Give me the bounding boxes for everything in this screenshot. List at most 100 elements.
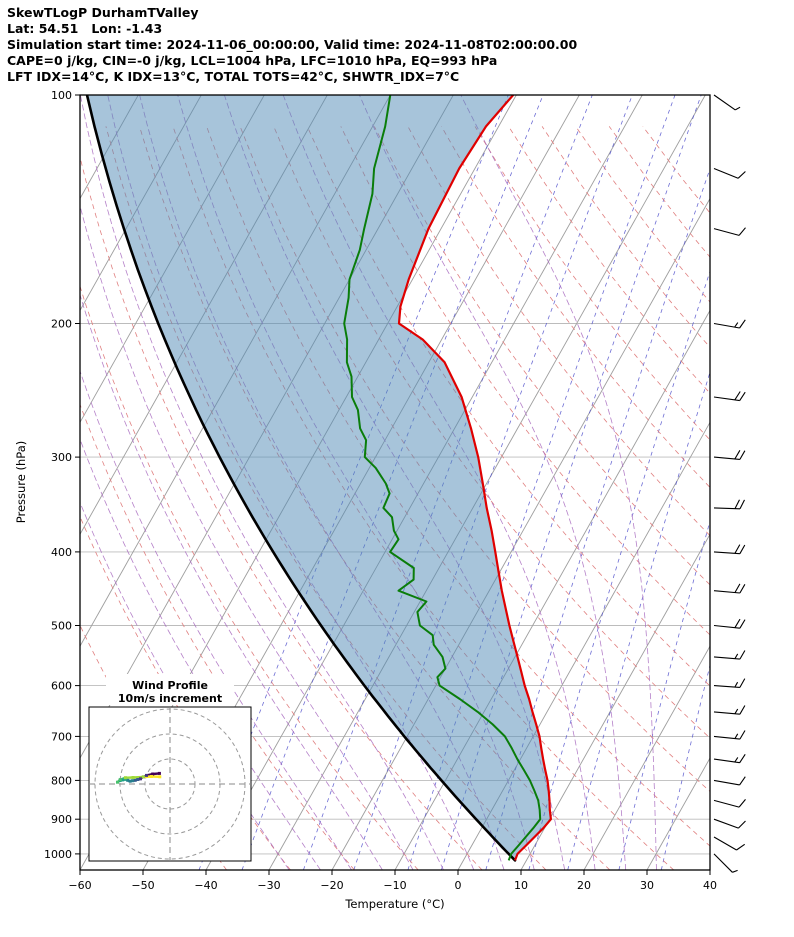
- wind-barb: [713, 319, 746, 329]
- dry-adiabat-line: [206, 126, 710, 847]
- moist-adiabat-line: [460, 95, 657, 870]
- temperature-curve: [397, 95, 552, 861]
- x-axis-label: Temperature (°C): [344, 897, 444, 911]
- dry-adiabat-line: [642, 126, 710, 214]
- dewpoint-curve: [343, 95, 542, 861]
- hodograph-range-ring: [119, 733, 221, 835]
- hodograph-trace-segment: [131, 775, 145, 779]
- wind-barb: [713, 544, 746, 555]
- dry-adiabat-line: [608, 126, 710, 258]
- wind-barb: [713, 450, 746, 460]
- hodograph-point: [157, 771, 161, 775]
- wind-barb: [713, 650, 746, 660]
- x-tick-label: −60: [68, 879, 91, 892]
- isotherm-line: [520, 533, 710, 870]
- y-tick-label: 1000: [44, 848, 72, 861]
- moist-adiabat-line: [80, 95, 444, 870]
- wind-barb: [713, 94, 741, 111]
- wind-barb: [713, 618, 746, 629]
- y-tick-label: 500: [51, 620, 72, 633]
- dry-adiabat-line: [80, 285, 419, 870]
- dry-adiabat-line: [441, 126, 710, 489]
- isotherm-line: [268, 95, 706, 870]
- wind-barb: [713, 227, 746, 236]
- header-station: SkewTLogP DurhamTValley: [7, 5, 199, 20]
- moist-adiabat-line: [80, 501, 290, 870]
- dry-adiabat-line: [306, 126, 710, 687]
- hodograph-point: [128, 779, 132, 783]
- inset-title-backdrop: [106, 674, 234, 705]
- hodograph-point: [116, 780, 119, 784]
- x-tick-label: −50: [131, 879, 154, 892]
- chart-layers: −60 −50 −40 −30 −20 −10 0 10 20 30 40 100 200 300 400 5…: [44, 89, 746, 892]
- hodograph-point: [145, 773, 148, 777]
- y-tick-label: 300: [51, 451, 72, 464]
- dry-adiabat-line: [474, 126, 710, 441]
- x-tick-label: 30: [640, 879, 654, 892]
- x-tick-label: −10: [383, 879, 406, 892]
- wind-barb: [713, 818, 746, 829]
- moist-adiabat-line: [80, 370, 352, 870]
- hodograph-range-ring: [94, 708, 246, 860]
- wind-barb: [713, 799, 746, 808]
- y-tick-label: 100: [51, 89, 72, 102]
- wind-barb: [713, 836, 746, 851]
- mixing-ratio-line: [618, 519, 710, 870]
- axes: −60 −50 −40 −30 −20 −10 0 10 20 30 40 100 200 300 400 5…: [44, 89, 717, 892]
- dry-adiabat-line: [541, 126, 710, 348]
- y-tick-label: 600: [51, 680, 72, 693]
- hodograph-point: [123, 776, 127, 780]
- y-tick-label: 200: [51, 318, 72, 331]
- moist-adiabat-line: [282, 95, 596, 870]
- wind-barb: [713, 753, 746, 764]
- wind-barb: [713, 730, 746, 740]
- hodograph-point: [131, 776, 135, 779]
- negative-area-shading: [87, 95, 551, 861]
- wind-barb: [713, 167, 746, 179]
- wind-barb: [713, 705, 746, 715]
- hodograph-point: [123, 777, 127, 781]
- hodograph-point: [118, 778, 122, 782]
- hodograph-inset: [88, 674, 252, 862]
- hodograph-point: [133, 778, 137, 782]
- x-tick-label: 40: [703, 879, 717, 892]
- hodograph-point: [121, 778, 125, 782]
- wind-barb: [713, 678, 746, 688]
- parcel-curve: [85, 95, 517, 862]
- hodograph-point: [141, 775, 145, 779]
- header-stability-indices: LFT IDX=14°C, K IDX=13°C, TOTAL TOTS=42°…: [7, 69, 460, 84]
- x-tick-label: −30: [257, 879, 280, 892]
- y-tick-label: 900: [51, 813, 72, 826]
- hodograph-point: [158, 775, 162, 779]
- y-axis-label: Pressure (hPa): [14, 441, 28, 524]
- wind-barb: [713, 391, 746, 402]
- mixing-ratio-line: [241, 95, 544, 870]
- x-tick-label: −20: [320, 879, 343, 892]
- hodograph-point: [150, 775, 153, 778]
- hodograph-point: [131, 779, 135, 783]
- wind-barb: [713, 776, 746, 786]
- moist-adiabat-line: [80, 293, 383, 870]
- dry-adiabat-line: [80, 155, 483, 870]
- moist-adiabat-line: [359, 95, 627, 870]
- hodograph-point: [136, 778, 140, 781]
- wind-barb-column: [713, 94, 746, 873]
- y-tick-label: 400: [51, 546, 72, 559]
- isotherm-line: [646, 757, 710, 870]
- isotherm-line: [331, 197, 710, 870]
- dry-adiabat-line: [575, 126, 710, 303]
- mixing-ratio-line: [567, 370, 710, 870]
- x-tick-label: −40: [194, 879, 217, 892]
- hodograph-range-ring: [144, 758, 196, 810]
- isotherm-line: [709, 869, 710, 870]
- x-tick-label: 10: [514, 879, 528, 892]
- mixing-ratio-line: [660, 663, 710, 870]
- hodograph-subtitle: 10m/s increment: [118, 692, 222, 705]
- header-times: Simulation start time: 2024-11-06_00:00:…: [7, 37, 578, 52]
- hodograph-point: [139, 777, 142, 781]
- wind-barb: [713, 583, 746, 594]
- y-tick-label: 800: [51, 774, 72, 787]
- hodograph-point: [126, 778, 130, 782]
- header-cape-indices: CAPE=0 j/kg, CIN=-0 j/kg, LCL=1004 hPa, …: [7, 53, 498, 68]
